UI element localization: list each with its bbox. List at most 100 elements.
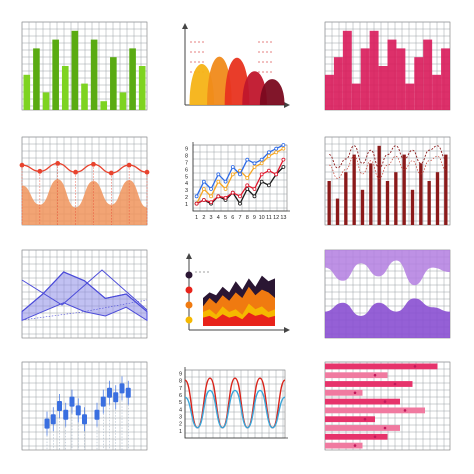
bar — [342, 30, 352, 110]
point — [216, 194, 221, 199]
hbar — [325, 372, 388, 379]
bar — [360, 189, 365, 225]
point — [230, 190, 235, 195]
bottom-wave — [325, 298, 450, 338]
point — [209, 200, 213, 205]
point — [223, 179, 228, 184]
candle — [75, 405, 81, 416]
point — [274, 172, 279, 177]
bar — [369, 163, 373, 225]
candle — [44, 418, 50, 429]
dashed-trend — [21, 299, 148, 321]
chart-11-axes — [184, 367, 288, 439]
bar — [325, 74, 334, 110]
point — [252, 187, 257, 191]
bar — [81, 83, 88, 110]
point — [281, 143, 286, 147]
bar — [138, 66, 146, 110]
y-tick-label: 7 — [179, 386, 182, 392]
y-tick-label: 7 — [185, 160, 188, 166]
upper-line — [21, 271, 148, 313]
point — [209, 187, 213, 191]
y-tick-label: 1 — [185, 202, 188, 208]
bar — [23, 74, 31, 110]
bar — [385, 181, 390, 225]
x-tick-label: 4 — [217, 215, 220, 221]
point — [238, 201, 242, 206]
point — [201, 179, 206, 184]
hbar — [325, 389, 363, 396]
legend-dot — [185, 316, 193, 324]
point — [216, 172, 221, 177]
candle — [119, 383, 125, 394]
legend-dot — [185, 271, 193, 279]
point — [230, 172, 235, 177]
bar-dot — [373, 435, 377, 439]
point — [259, 172, 264, 177]
bar — [90, 39, 98, 110]
x-tick-label: 7 — [238, 215, 241, 221]
point — [259, 179, 264, 184]
candle — [113, 392, 119, 403]
candle — [50, 414, 56, 425]
bar — [333, 57, 343, 110]
chart-5-axes — [192, 142, 290, 212]
chart-9 — [324, 249, 451, 339]
bar — [377, 145, 381, 225]
point — [245, 183, 250, 188]
chart-10 — [21, 361, 148, 451]
bar — [327, 181, 331, 225]
x-tick-label: 12 — [273, 215, 279, 221]
x-tick-label: 6 — [231, 215, 234, 221]
point — [252, 161, 257, 166]
candle — [57, 401, 62, 411]
point — [223, 195, 228, 200]
bar-dot — [373, 373, 377, 377]
bar-dot — [353, 391, 357, 395]
bar-dot — [393, 382, 397, 386]
hbar — [325, 398, 400, 405]
hbar — [325, 433, 388, 440]
point — [194, 201, 199, 206]
bar — [71, 30, 79, 110]
bar — [42, 92, 50, 110]
bar — [61, 66, 69, 110]
chart-8-x-arrow — [284, 327, 290, 333]
y-tick-label: 6 — [179, 393, 182, 399]
bar — [360, 48, 370, 110]
point — [281, 146, 286, 151]
point — [216, 179, 221, 184]
hbar — [325, 425, 400, 431]
point — [245, 187, 250, 191]
y-tick-label: 8 — [179, 379, 182, 385]
bar — [100, 101, 108, 110]
y-tick-label: 2 — [185, 195, 188, 201]
bar-dot — [413, 365, 417, 368]
point — [281, 157, 286, 162]
point — [281, 165, 286, 169]
chart-4 — [19, 136, 150, 226]
y-tick-label: 3 — [179, 415, 182, 421]
chart-2-y-arrow — [182, 23, 188, 29]
chart-1 — [21, 21, 148, 111]
x-tick-label: 10 — [259, 215, 265, 221]
candle — [63, 409, 69, 420]
bar — [423, 39, 433, 110]
point — [252, 194, 257, 199]
bar — [335, 198, 340, 225]
x-tick-label: 2 — [202, 215, 205, 221]
mountain-layer — [203, 312, 275, 326]
point — [274, 150, 279, 155]
candle — [100, 396, 106, 407]
bar — [344, 172, 348, 225]
area — [22, 179, 147, 225]
point — [245, 176, 250, 180]
bar — [444, 154, 448, 225]
chart-8-y-arrow — [186, 253, 192, 259]
cross-line — [21, 269, 148, 311]
x-tick-label: 9 — [253, 215, 256, 221]
chart-5-frame — [192, 144, 288, 212]
